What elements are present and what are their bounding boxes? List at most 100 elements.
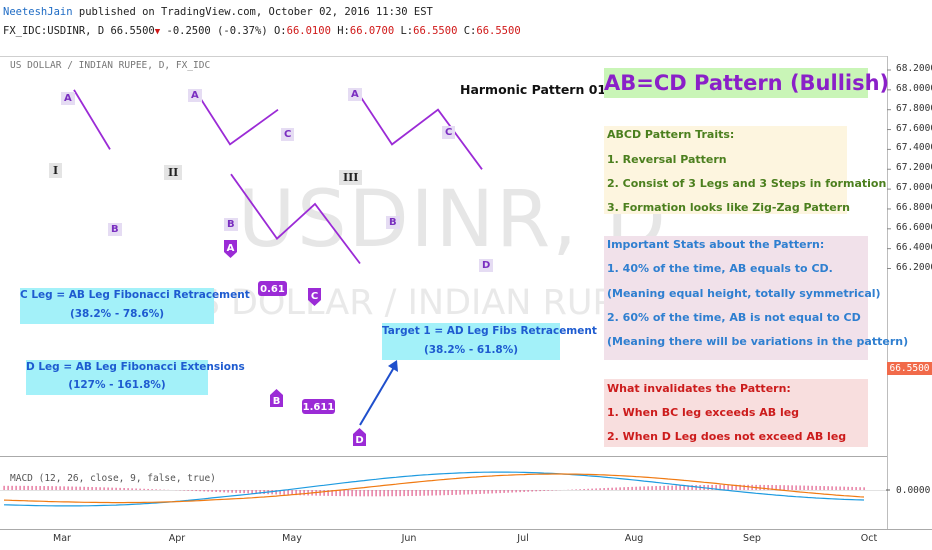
- macd-histogram-bar: [243, 490, 245, 494]
- macd-histogram-bar: [511, 490, 513, 493]
- macd-histogram-bar: [815, 485, 817, 490]
- publisher-user[interactable]: NeeteshJain: [3, 6, 73, 18]
- macd-histogram-bar: [695, 485, 697, 490]
- macd-histogram-bar: [151, 489, 153, 490]
- macd-histogram-bar: [279, 490, 281, 495]
- macd-histogram-bar: [143, 488, 145, 490]
- macd-histogram-bar: [147, 488, 149, 490]
- time-tick-label: Mar: [53, 533, 71, 544]
- macd-histogram-bar: [639, 486, 641, 490]
- stat-item: 2. 60% of the time, AB is not equal to C…: [607, 311, 861, 324]
- last-price: 66.5500: [110, 25, 155, 37]
- macd-histogram-bar: [551, 490, 553, 491]
- vertex-marker-a: [224, 240, 237, 258]
- pattern-zigzag-i: [73, 89, 111, 150]
- macd-histogram-bar: [367, 490, 369, 497]
- macd-histogram-bar: [843, 486, 845, 490]
- macd-histogram-bar: [259, 490, 261, 494]
- macd-histogram-bar: [719, 484, 721, 490]
- price-tick-label: 67.0000: [896, 182, 932, 194]
- macd-histogram-bar: [359, 490, 361, 497]
- time-tick-label: Jun: [401, 533, 417, 544]
- macd-histogram-bar: [215, 490, 217, 492]
- pattern-zigzag-ii: [194, 89, 279, 146]
- time-tick-label: Apr: [168, 533, 186, 544]
- macd-histogram-bar: [363, 490, 365, 497]
- macd-histogram-bar: [207, 490, 209, 492]
- pattern-title: AB=CD Pattern (Bullish): [604, 68, 889, 98]
- macd-histogram-bar: [615, 487, 617, 490]
- macd-histogram-bar: [535, 490, 537, 492]
- macd-histogram-bar: [687, 485, 689, 490]
- close-value: 66.5500: [476, 25, 521, 37]
- time-tick-label: Sep: [743, 533, 761, 544]
- macd-histogram-bar: [79, 486, 81, 490]
- macd-histogram-bar: [35, 485, 37, 490]
- macd-histogram-bar: [463, 490, 465, 495]
- macd-histogram-bar: [283, 490, 285, 495]
- macd-histogram-bar: [3, 485, 5, 490]
- target-arrow-line: [359, 363, 397, 426]
- macd-histogram-bar: [791, 485, 793, 490]
- macd-histogram-bar: [767, 484, 769, 490]
- macd-histogram-bar: [31, 485, 33, 490]
- macd-histogram-bar: [507, 490, 509, 493]
- signal-line: [3, 473, 865, 504]
- macd-histogram-bar: [375, 490, 377, 497]
- macd-title: MACD (12, 26, close, 9, false, true): [10, 473, 216, 484]
- macd-histogram-bar: [399, 490, 401, 497]
- target-box: Target 1 = AD Leg Fibs Retracement (38.2…: [382, 323, 597, 360]
- ratio-bc-text: 0.61: [260, 284, 285, 295]
- macd-histogram-bar: [531, 490, 533, 492]
- macd-histogram-bar: [851, 486, 853, 490]
- vertex-marker-d: [353, 428, 366, 446]
- macd-histogram-bar: [847, 486, 849, 490]
- trait-item: 1. Reversal Pattern: [607, 153, 727, 166]
- macd-histogram-bar: [779, 485, 781, 490]
- price-tick-label: 66.6000: [896, 221, 932, 233]
- high-value: 66.0700: [349, 25, 395, 37]
- macd-histogram-bar: [499, 490, 501, 494]
- time-tick-label: Aug: [624, 533, 644, 544]
- macd-histogram-bar: [591, 488, 593, 490]
- macd-histogram-bar: [391, 490, 393, 497]
- watermark-symbol: USDINR, D: [238, 175, 668, 265]
- macd-histogram-bar: [795, 485, 797, 490]
- macd-histogram-bar: [407, 490, 409, 497]
- macd-histogram-bar: [467, 490, 469, 495]
- macd-histogram-bar: [131, 488, 133, 490]
- close-label: C:: [463, 25, 477, 37]
- macd-histogram-bar: [619, 487, 621, 490]
- macd-histogram-bar: [519, 490, 521, 493]
- low-label: L:: [400, 25, 414, 37]
- macd-histogram-bar: [743, 484, 745, 490]
- macd-histogram-bar: [607, 487, 609, 490]
- macd-histogram-bar: [195, 490, 197, 492]
- macd-histogram-bar: [95, 487, 97, 490]
- macd-histogram-bar: [659, 485, 661, 490]
- ratio-bc-badge: [258, 281, 287, 296]
- vertex-label-a: A: [348, 88, 362, 101]
- macd-histogram-bar: [331, 490, 333, 496]
- change-text: -0.2500 (-0.37%): [166, 25, 268, 37]
- macd-histogram-bar: [431, 490, 433, 496]
- ohlc-line: FX_IDC:USDINR, D 66.5500▼ -0.2500 (-0.37…: [3, 25, 521, 37]
- vertex-label-d: D: [479, 259, 494, 272]
- macd-histogram-bar: [159, 489, 161, 490]
- macd-histogram-bar: [423, 490, 425, 496]
- time-tick-label: Jul: [517, 533, 529, 544]
- macd-histogram-bar: [23, 485, 25, 490]
- macd-histogram-bar: [475, 490, 477, 495]
- macd-histogram-bar: [11, 485, 13, 490]
- macd-histogram-bar: [771, 485, 773, 490]
- macd-histogram-bar: [679, 485, 681, 490]
- macd-histogram-bar: [71, 486, 73, 490]
- macd-histogram-bar: [39, 485, 41, 490]
- stat-item: (Meaning there will be variations in the…: [607, 335, 909, 348]
- price-tick-label: 66.8000: [896, 201, 932, 213]
- macd-histogram-bar: [203, 490, 205, 492]
- macd-line: [3, 471, 865, 507]
- stat-item: (Meaning equal height, totally symmetric…: [607, 287, 881, 300]
- price-tick-label: 68.2000: [896, 63, 932, 74]
